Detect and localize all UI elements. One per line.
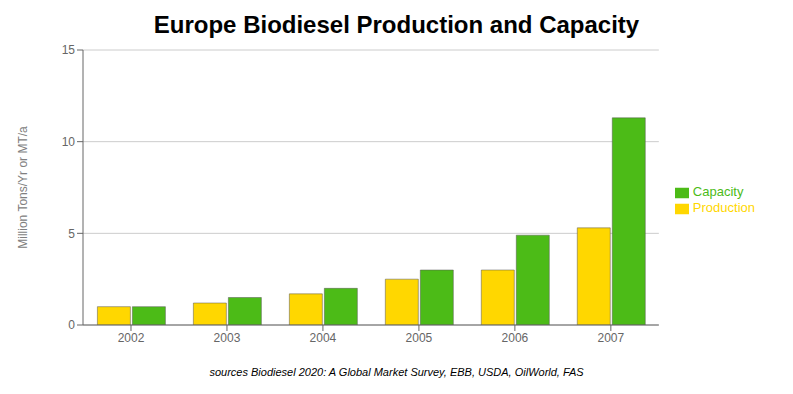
svg-text:5: 5 <box>68 227 75 241</box>
svg-text:15: 15 <box>62 43 76 57</box>
svg-text:0: 0 <box>68 318 75 332</box>
html-text:sources Biodiesel 2020: A Glob: sources Biodiesel 2020: A Global Market … <box>209 366 584 378</box>
html-text:Europe Biodiesel Production an: Europe Biodiesel Production and Capacity <box>153 11 640 38</box>
svg-text:2002: 2002 <box>118 331 145 345</box>
svg-text:2005: 2005 <box>406 331 433 345</box>
svg-text:10: 10 <box>62 135 76 149</box>
svg-text:Million Tons/Yr or MT/a: Million Tons/Yr or MT/a <box>16 126 30 249</box>
html-text:Capacity: Capacity <box>692 184 744 200</box>
svg-text:2006: 2006 <box>502 331 529 345</box>
svg-text:2007: 2007 <box>598 331 625 345</box>
html-text:Production: Production <box>692 200 755 215</box>
svg-text:2003: 2003 <box>214 331 241 345</box>
svg-text:2004: 2004 <box>310 331 337 345</box>
